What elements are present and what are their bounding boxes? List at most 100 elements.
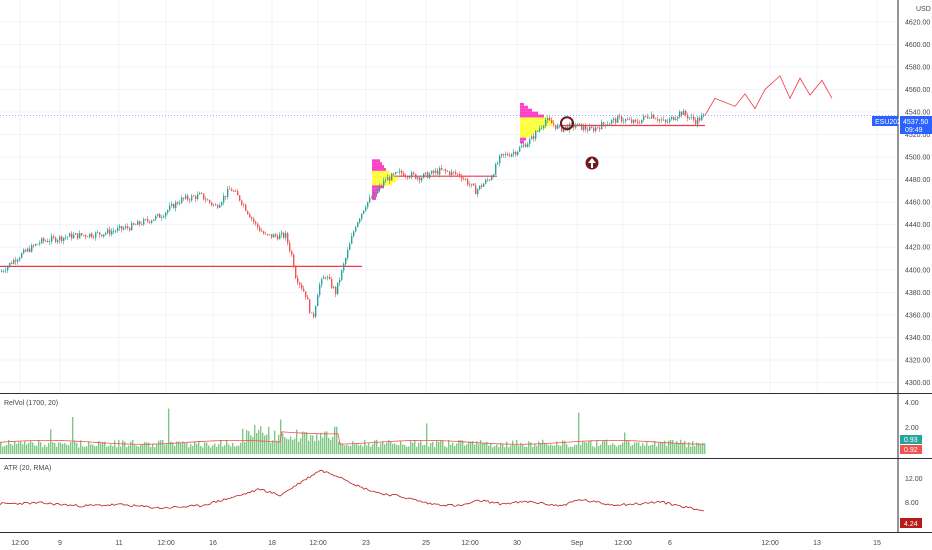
candle-body — [447, 171, 449, 172]
relvol-bar — [12, 445, 14, 454]
relvol-bar — [470, 441, 472, 454]
candle-body — [681, 111, 683, 116]
relvol-bar — [32, 442, 34, 454]
candle-body — [117, 227, 119, 231]
atr-pane[interactable]: ATR (20, RMA) 12.00 8.00 4.24 — [0, 458, 932, 532]
atr-chart[interactable]: ATR (20, RMA) 12.00 8.00 4.24 — [0, 459, 932, 532]
relvol-bar — [494, 446, 496, 454]
candle-body — [493, 174, 495, 177]
time-tick-label: 12:00 — [614, 540, 632, 547]
time-tick-label: 12:00 — [157, 540, 175, 547]
relvol-bar — [430, 443, 432, 454]
candle-body — [533, 136, 535, 139]
time-axis[interactable]: 12:00 9 11 12:00 16 18 12:00 23 25 12:00 30 Sep 12:0… — [0, 532, 932, 550]
relvol-bar — [660, 441, 662, 454]
price-tick-label: 4520.00 — [905, 132, 930, 139]
price-scale[interactable] — [898, 0, 932, 393]
candle-body — [417, 177, 419, 179]
relvol-bar — [80, 440, 82, 454]
relvol-bar — [526, 446, 528, 454]
candle-body — [611, 120, 613, 124]
candle-body — [433, 170, 435, 173]
candle-body — [409, 177, 411, 179]
relvol-bar — [158, 440, 160, 454]
relvol-bar — [296, 429, 298, 454]
relvol-bar — [142, 444, 144, 454]
candle-body — [109, 229, 111, 235]
relvol-bar — [94, 446, 96, 454]
relvol-bar — [606, 439, 608, 454]
relvol-bar — [376, 439, 378, 454]
candle-body — [599, 127, 601, 130]
relvol-bar — [682, 442, 684, 454]
candle-body — [167, 210, 169, 213]
relvol-pane[interactable]: RelVol (1700, 20) 4.00 2.00 0.93 0.92 — [0, 393, 932, 458]
candle-body — [73, 234, 75, 239]
relvol-bar — [586, 442, 588, 454]
candle-body — [619, 116, 621, 117]
candle-body — [97, 232, 99, 234]
candle-body — [21, 253, 23, 258]
relvol-bar — [676, 441, 678, 454]
relvol-bar — [412, 442, 414, 454]
relvol-bar — [338, 441, 340, 454]
profile-bar — [520, 134, 530, 138]
candle-body — [691, 116, 693, 118]
relvol-bar — [506, 441, 508, 454]
relvol-bar — [518, 445, 520, 454]
price-pane[interactable]: 4620.00 4600.00 4580.00 4560.00 4540.00 4520.… — [0, 0, 932, 393]
relvol-bar — [332, 436, 334, 454]
relvol-bar — [374, 440, 376, 454]
candle-body — [329, 277, 331, 280]
relvol-bar — [442, 440, 444, 454]
candle-body — [39, 242, 41, 244]
candle-body — [449, 171, 451, 176]
candle-body — [143, 219, 145, 225]
relvol-bar — [378, 447, 380, 454]
candle-body — [431, 170, 433, 174]
relvol-bar — [264, 435, 266, 454]
candle-body — [159, 214, 161, 218]
candle-body — [285, 233, 287, 238]
candle-body — [631, 119, 633, 123]
relvol-bar — [618, 444, 620, 454]
atr-tick-12: 12.00 — [905, 476, 923, 483]
candle-body — [137, 221, 139, 225]
atr-title: ATR (20, RMA) — [4, 465, 51, 472]
candle-body — [643, 116, 645, 120]
candle-body — [625, 119, 627, 122]
candle-body — [243, 204, 245, 206]
candle-body — [37, 243, 39, 245]
relvol-bar — [688, 442, 690, 454]
relvol-bar — [358, 445, 360, 454]
price-chart[interactable]: 4620.00 4600.00 4580.00 4560.00 4540.00 4520.… — [0, 0, 932, 393]
relvol-bar — [684, 440, 686, 454]
relvol-bar — [496, 444, 498, 454]
relvol-bar — [484, 442, 486, 454]
candle-body — [501, 153, 503, 156]
candle-body — [133, 223, 135, 225]
candle-body — [317, 295, 319, 307]
candle-body — [253, 218, 255, 222]
candle-body — [125, 226, 127, 229]
candle-body — [271, 234, 273, 238]
relvol-bar — [558, 445, 560, 454]
relvol-bar — [668, 440, 670, 454]
relvol-bar — [96, 446, 98, 454]
candle-body — [123, 228, 125, 230]
candle-body — [47, 240, 49, 243]
candle-body — [33, 245, 35, 246]
relvol-bar — [276, 440, 278, 454]
candle-body — [633, 119, 635, 123]
candle-body — [675, 118, 677, 121]
bar-countdown-label: 09:49 — [905, 127, 923, 134]
relvol-bar — [622, 442, 624, 454]
relvol-bar — [206, 442, 208, 454]
relvol-chart[interactable]: RelVol (1700, 20) 4.00 2.00 0.93 0.92 — [0, 394, 932, 458]
relvol-bar — [434, 447, 436, 454]
candle-body — [569, 123, 571, 131]
relvol-bar — [438, 441, 440, 454]
time-tick-label: 16 — [209, 540, 217, 547]
candle-body — [565, 126, 567, 129]
candle-body — [219, 205, 221, 208]
